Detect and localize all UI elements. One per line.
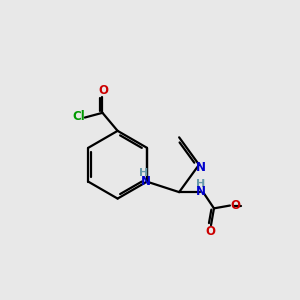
Text: O: O bbox=[98, 84, 108, 97]
Text: N: N bbox=[140, 175, 151, 188]
Text: O: O bbox=[206, 225, 215, 238]
Text: H: H bbox=[196, 179, 206, 189]
Text: O: O bbox=[230, 199, 240, 212]
Text: N: N bbox=[196, 160, 206, 174]
Text: N: N bbox=[196, 185, 206, 198]
Text: H: H bbox=[139, 168, 148, 178]
Text: Cl: Cl bbox=[72, 110, 85, 124]
